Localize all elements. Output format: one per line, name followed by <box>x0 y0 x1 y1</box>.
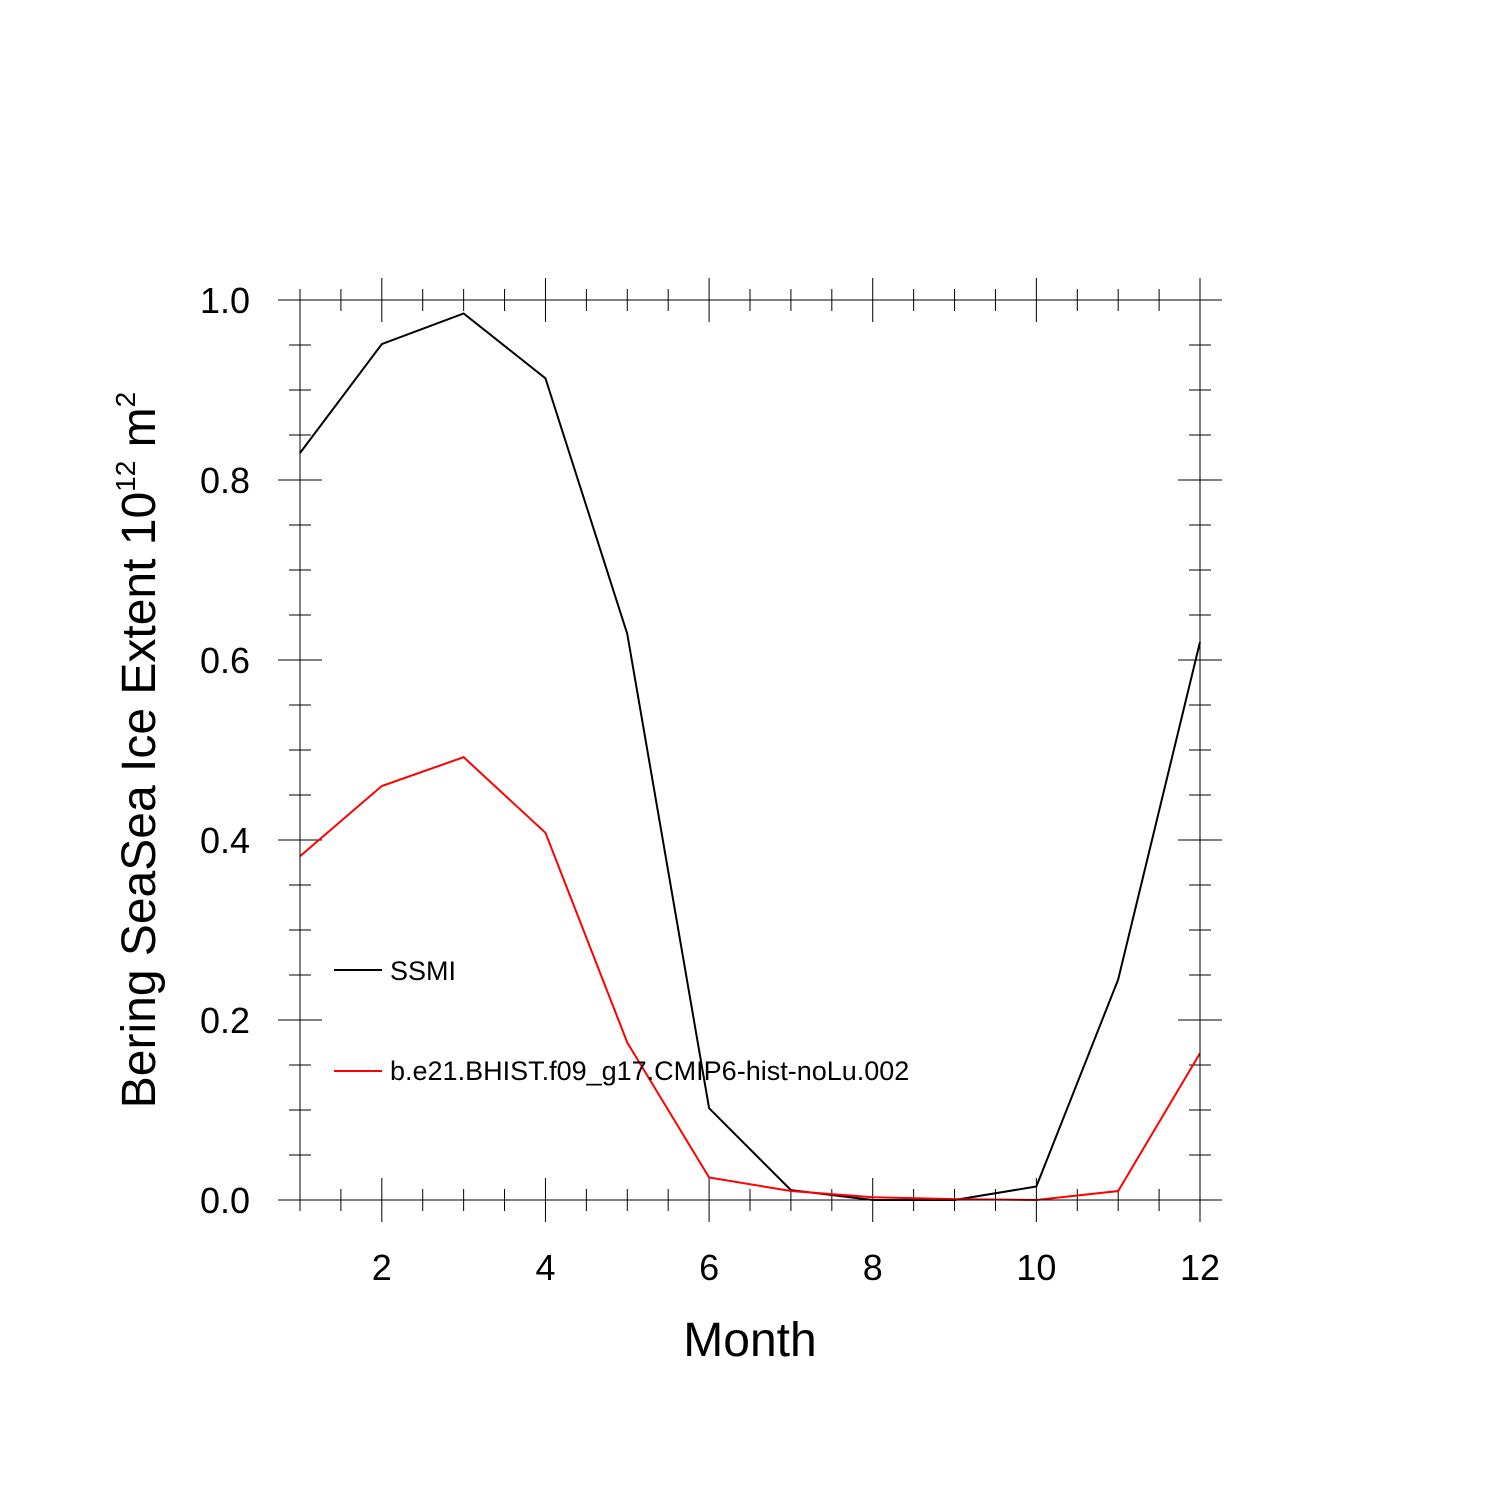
x-tick-label: 2 <box>372 1247 392 1288</box>
x-tick-label: 12 <box>1180 1247 1220 1288</box>
legend-label-model: b.e21.BHIST.f09_g17.CMIP6-hist-noLu.002 <box>390 1056 909 1086</box>
series-line-1 <box>299 756 1201 1202</box>
y-axis-title-main: Bering SeaSea Ice Extent 10 <box>113 492 166 1108</box>
y-tick-label: 0.2 <box>200 1000 250 1041</box>
x-tick-label: 8 <box>863 1247 883 1288</box>
y-tick-label: 0.4 <box>200 820 250 861</box>
y-tick-label: 1.0 <box>200 280 250 321</box>
plot-area-frame <box>299 299 1201 1201</box>
y-axis-title-unit-exponent: 2 <box>110 392 141 408</box>
x-axis-title: Month <box>683 1314 816 1367</box>
y-tick-label: 0.6 <box>200 640 250 681</box>
x-tick-label: 6 <box>699 1247 719 1288</box>
x-tick-label: 4 <box>535 1247 555 1288</box>
x-tick-label: 10 <box>1016 1247 1056 1288</box>
series-lines <box>299 312 1201 1202</box>
y-tick-label: 0.8 <box>200 460 250 501</box>
y-tick-label: 0.0 <box>200 1180 250 1221</box>
y-axis-title: Bering SeaSea Ice Extent 1012 m2 <box>110 392 166 1108</box>
series-line-0 <box>299 312 1201 1201</box>
legend-item-model: b.e21.BHIST.f09_g17.CMIP6-hist-noLu.002 <box>334 1056 909 1086</box>
legend-label-ssmi: SSMI <box>390 956 456 986</box>
y-axis-title-exponent: 12 <box>110 461 141 492</box>
y-axis-title-unit: m <box>113 407 166 460</box>
legend: SSMI b.e21.BHIST.f09_g17.CMIP6-hist-noLu… <box>334 956 909 1086</box>
tick-labels: 2 4 6 8 10 12 0.0 0.2 0.4 0.6 0.8 1.0 <box>200 280 1220 1288</box>
legend-item-ssmi: SSMI <box>334 956 456 986</box>
